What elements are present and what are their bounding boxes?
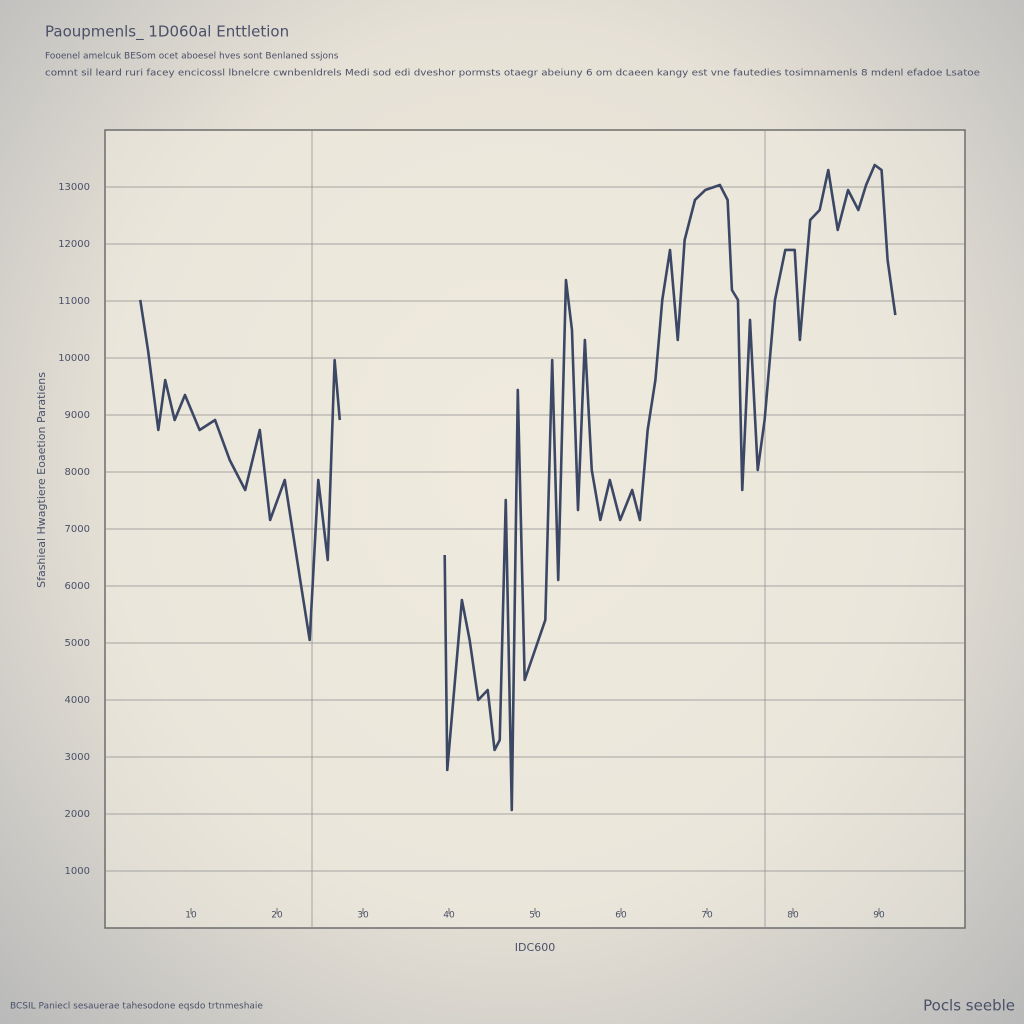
x-tick-label: 60 (615, 911, 627, 921)
x-tick-label: 90 (873, 911, 885, 921)
y-tick-label: 6000 (65, 581, 90, 592)
x-tick-label: 40 (443, 911, 455, 921)
x-tick-label: 10 (185, 911, 197, 921)
y-tick-label: 4000 (65, 695, 90, 706)
x-tick-label: 70 (701, 911, 713, 921)
y-tick-label: 5000 (65, 638, 90, 649)
chart-description: comnt sil leard ruri facey encicossl lbn… (45, 69, 981, 79)
x-axis-label: IDC600 (515, 941, 555, 954)
y-tick-label: 3000 (65, 752, 90, 763)
x-tick-label: 20 (271, 911, 283, 921)
chart-subtitle: Fooenel amelcuk BESom ocet aboesel hves … (45, 52, 339, 62)
footer-right: Pocls seeble (923, 997, 1015, 1015)
data-line (138, 299, 342, 642)
x-tick-label: 50 (529, 911, 541, 921)
x-tick-label: 30 (357, 911, 369, 921)
y-tick-label: 2000 (65, 809, 90, 820)
y-axis-label: Sfashieal Hwagtiere Eoaetion Paratiens (35, 372, 48, 588)
footer-left: BCSIL Paniecl sesauerae tahesodone eqsdo… (10, 1002, 263, 1012)
y-tick-label: 9000 (65, 410, 90, 421)
y-tick-label: 12000 (58, 239, 90, 250)
y-tick-label: 13000 (58, 182, 90, 193)
x-tick-label: 80 (787, 911, 799, 921)
y-tick-label: 7000 (65, 524, 90, 535)
y-tick-label: 11000 (58, 296, 90, 307)
data-line (443, 163, 897, 812)
y-tick-label: 8000 (65, 467, 90, 478)
chart-title: Paoupmenls_ 1D060al Enttletion (45, 23, 289, 42)
y-tick-label: 1000 (65, 866, 90, 877)
y-tick-label: 10000 (58, 353, 90, 364)
